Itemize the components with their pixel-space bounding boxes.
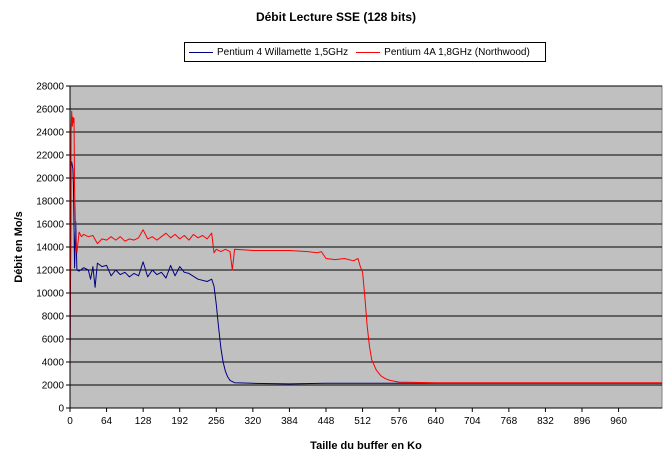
y-tick-label-4: 8000 (42, 312, 65, 323)
x-tick-label-14: 896 (574, 416, 591, 427)
legend-label-willamette: Pentium 4 Willamette 1,5GHz (217, 46, 349, 58)
x-tick-label-5: 320 (245, 416, 262, 427)
x-tick-label-1: 64 (101, 416, 113, 427)
y-tick-label-12: 24000 (36, 128, 64, 139)
series-layer (69, 110, 662, 385)
x-tick-label-2: 128 (135, 416, 152, 427)
y-tick-label-8: 16000 (36, 220, 64, 231)
x-tick-label-7: 448 (318, 416, 335, 427)
y-axis-title: Débit en Mo/s (13, 211, 25, 283)
y-tick-label-10: 20000 (36, 174, 64, 185)
series-line-0 (69, 161, 662, 385)
x-tick-label-13: 832 (537, 416, 554, 427)
y-tick-label-9: 18000 (36, 197, 64, 208)
x-tick-labels: 0 64 128 192 256 320 384 448 512 576 640 704 768 832 8… (67, 416, 627, 427)
x-tick-label-8: 512 (354, 416, 371, 427)
y-tick-label-6: 12000 (36, 266, 64, 277)
series-line-1 (69, 110, 662, 384)
legend-swatch-northwood (356, 51, 381, 53)
legend-label-northwood: Pentium 4A 1,8GHz (Northwood) (384, 46, 530, 58)
x-tick-label-3: 192 (171, 416, 188, 427)
y-tick-labels: 0 2000 4000 6000 8000 10000 12000 14000 16000 180… (36, 82, 64, 415)
y-tick-label-1: 2000 (42, 381, 65, 392)
y-tick-label-13: 26000 (36, 105, 64, 116)
x-tick-label-11: 704 (464, 416, 481, 427)
y-tick-label-2: 4000 (42, 358, 65, 369)
y-tick-label-14: 28000 (36, 82, 64, 93)
x-tick-label-15: 960 (610, 416, 627, 427)
x-axis-title: Taille du buffer en Ko (310, 440, 422, 452)
legend-entry-northwood: Pentium 4A 1,8GHz (Northwood) (356, 47, 530, 58)
x-tick-label-0: 0 (67, 416, 73, 427)
x-tick-label-12: 768 (501, 416, 518, 427)
legend-swatch-willamette (189, 51, 213, 53)
axes (66, 85, 662, 412)
x-tick-label-6: 384 (281, 416, 298, 427)
y-tick-label-11: 22000 (36, 151, 64, 162)
chart-title: Débit Lecture SSE (128 bits) (255, 10, 417, 24)
x-tick-label-9: 576 (391, 416, 408, 427)
x-tick-label-10: 640 (427, 416, 444, 427)
legend-entry-willamette: Pentium 4 Willamette 1,5GHz (189, 47, 348, 58)
y-tick-label-5: 10000 (36, 289, 64, 300)
y-tick-label-0: 0 (58, 404, 64, 415)
legend: Pentium 4 Willamette 1,5GHz Pentium 4A 1… (184, 42, 546, 62)
x-tick-label-4: 256 (208, 416, 225, 427)
y-tick-label-7: 14000 (36, 243, 64, 254)
y-tick-label-3: 6000 (42, 335, 65, 346)
